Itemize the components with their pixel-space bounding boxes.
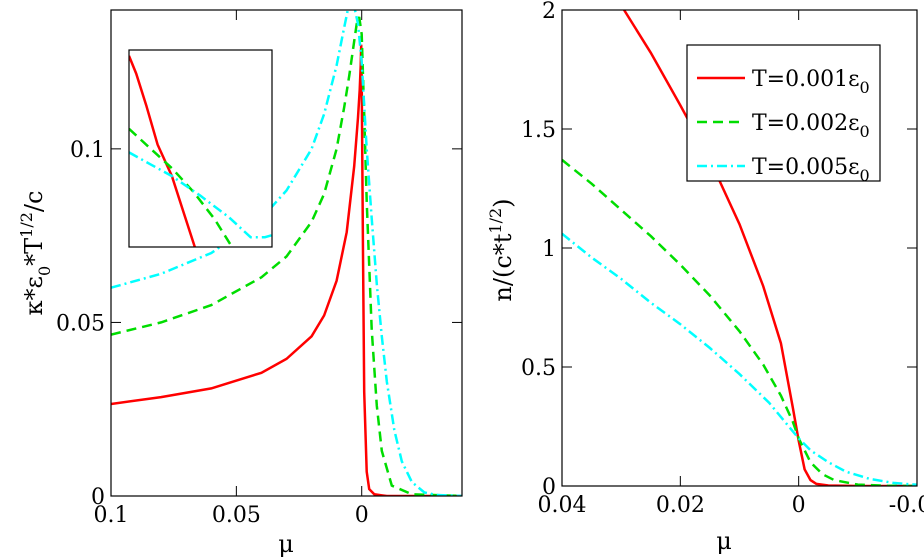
legend-box xyxy=(686,44,881,182)
legend-label-1: T=0.001ε0 xyxy=(752,67,870,97)
left-series-line-1 xyxy=(111,44,462,496)
left-y-tick-label: 0.05 xyxy=(56,311,105,336)
left-y-axis-label: κ*ε0*T1/2/c xyxy=(17,191,54,316)
legend-label-2: T=0.002ε0 xyxy=(752,111,870,141)
inset-series-line-2 xyxy=(129,127,234,247)
right-x-axis-label: μ xyxy=(716,527,732,555)
right-series-line-3 xyxy=(562,232,917,486)
inset-plot xyxy=(128,49,273,248)
legend: T=0.001ε0 T=0.002ε0 T=0.005ε0 xyxy=(686,44,881,185)
legend-label-3: T=0.005ε0 xyxy=(752,155,870,185)
right-x-tick-label: 0.02 xyxy=(656,493,705,518)
right-x-tick-label: 0 xyxy=(792,493,806,518)
inset-series-line-3 xyxy=(129,151,272,239)
left-series-line-2 xyxy=(111,16,462,496)
left-panel: 0.1 0.05 0 0 0.05 0.1 κ*ε0*T1/2/c μ xyxy=(17,9,463,557)
right-y-tick-label: 1 xyxy=(542,237,556,262)
right-panel: 0.04 0.02 0 -0.02 0 0.5 1 1.5 2 n/(c*t1/2) μ T=0… xyxy=(486,0,924,555)
right-y-tick-label: 2 xyxy=(542,0,556,24)
right-series-line-2 xyxy=(562,158,917,486)
right-x-tick-label: 0.04 xyxy=(538,493,587,518)
left-y-tick-label: 0.1 xyxy=(70,138,105,163)
left-x-tick-label: 0.05 xyxy=(212,503,261,528)
left-plot-frame xyxy=(110,9,463,497)
inset-series-line-1 xyxy=(129,55,196,247)
inset-series-group xyxy=(129,55,272,247)
right-y-axis-label: n/(c*t1/2) xyxy=(486,198,517,301)
left-series-line-3 xyxy=(111,10,462,496)
right-y-tick-label: 1.5 xyxy=(521,118,556,143)
left-series-group xyxy=(111,10,462,496)
right-x-tick-label: -0.02 xyxy=(889,493,924,518)
right-y-tick-label: 0.5 xyxy=(521,356,556,381)
right-ticks: 0.04 0.02 0 -0.02 0 0.5 1 1.5 2 xyxy=(521,0,924,518)
right-y-tick-label: 0 xyxy=(542,475,556,500)
left-ticks: 0.1 0.05 0 0 0.05 0.1 xyxy=(56,10,462,528)
inset-frame xyxy=(128,49,273,248)
left-x-tick-label: 0 xyxy=(355,503,369,528)
left-x-axis-label: μ xyxy=(278,530,294,557)
left-x-tick-label: 0.1 xyxy=(94,503,129,528)
left-y-tick-label: 0 xyxy=(91,485,105,510)
